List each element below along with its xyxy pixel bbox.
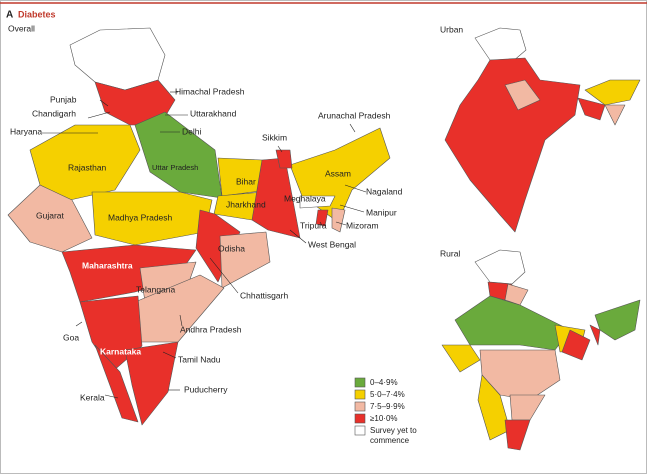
leader-lines	[42, 91, 367, 399]
legend: 0–4·9% 5·0–7·4% 7·5–9·9% ≥10·0% Survey yet t…	[354, 377, 417, 445]
legend-label: 7·5–9·9%	[370, 402, 405, 411]
state-label: Uttar Pradesh	[152, 163, 198, 172]
state-label: Manipur	[366, 207, 397, 217]
legend-swatch	[354, 389, 366, 400]
state-label: Meghalaya	[284, 193, 326, 203]
legend-swatch	[354, 377, 366, 388]
state-label: West Bengal	[308, 239, 356, 249]
state-label: Chandigarh	[32, 108, 76, 118]
state-label: Sikkim	[262, 132, 287, 142]
state-label: Himachal Pradesh	[175, 86, 245, 96]
legend-label: Survey yet to commence	[370, 426, 417, 445]
state-label: Telangana	[136, 284, 176, 294]
state-label: Chhattisgarh	[240, 290, 288, 300]
state-label: Tamil Nadu	[178, 354, 221, 364]
state-label: Nagaland	[366, 186, 403, 196]
state-label: Maharashtra	[82, 260, 133, 270]
legend-swatch	[354, 401, 366, 412]
map-label: Rural	[440, 248, 460, 258]
legend-label: ≥10·0%	[370, 414, 398, 423]
state-label: Odisha	[218, 243, 245, 253]
state-label: Gujarat	[36, 210, 65, 220]
state-label: Kerala	[80, 392, 105, 402]
legend-swatch	[354, 425, 366, 436]
state-label: Madhya Pradesh	[108, 212, 173, 222]
state-label: Assam	[325, 168, 351, 178]
overall-map	[7, 27, 391, 426]
legend-swatch	[354, 413, 366, 424]
state-label: Jharkhand	[226, 199, 266, 209]
state-label: Karnataka	[100, 346, 141, 356]
legend-label: 5·0–7·4%	[370, 390, 405, 399]
state-label: Tripura	[300, 220, 327, 230]
state-label: Puducherry	[184, 384, 228, 394]
state-label: Andhra Pradesh	[180, 324, 242, 334]
panel-title: Diabetes	[18, 9, 56, 19]
rural-map	[441, 249, 641, 451]
state-label: Mizoram	[346, 220, 379, 230]
map-label: Urban	[440, 24, 463, 34]
legend-label: 0–4·9%	[370, 378, 398, 387]
state-label: Arunachal Pradesh	[318, 110, 391, 120]
state-label: Uttarakhand	[190, 108, 237, 118]
state-label: Rajasthan	[68, 162, 107, 172]
panel-letter: A	[6, 10, 13, 21]
state-label: Delhi	[182, 126, 201, 136]
state-label: Punjab	[50, 94, 77, 104]
map-label: Overall	[8, 23, 35, 33]
state-label: Haryana	[10, 126, 42, 136]
urban-map	[444, 27, 641, 233]
state-label: Goa	[63, 332, 79, 342]
state-label: Bihar	[236, 176, 256, 186]
